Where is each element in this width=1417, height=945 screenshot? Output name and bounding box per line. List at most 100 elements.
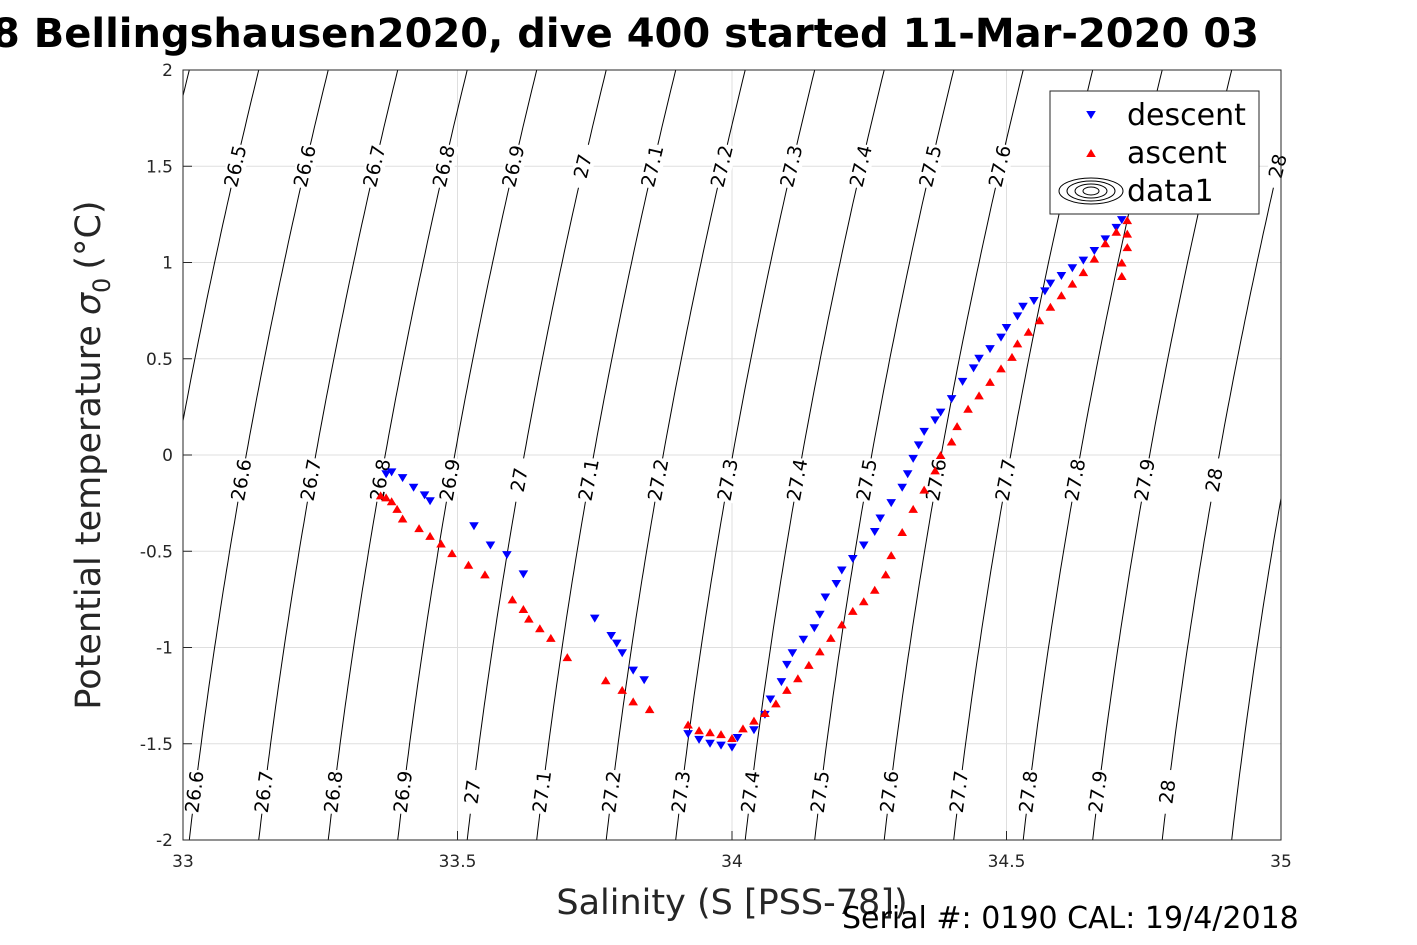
descent-point [617,649,627,658]
descent-point [902,470,913,479]
x-ticks: 33 33.5 34 34.5 35 [172,831,1292,872]
ascent-point [392,504,402,513]
contour-label-bg [1085,768,1112,815]
descent-point [847,554,858,563]
ascent-point [375,491,386,500]
contour-label: 28 [1265,152,1292,181]
descent-point [683,730,693,739]
descent-point [628,666,638,675]
contour-label-bg [1061,456,1090,504]
descent-point [1078,256,1089,265]
descent-point [809,624,820,633]
data-points [375,204,1133,752]
ascent-point [414,524,424,533]
ascent-point [1111,227,1122,236]
contour-label-bg [575,456,604,504]
ascent-point [600,676,611,685]
ascent-point [1116,271,1127,280]
ascent-point [880,570,891,579]
ascent-point [1056,291,1067,300]
ascent-point [963,404,973,413]
ascent-point [518,605,529,613]
y-tick-label: 0 [162,446,173,466]
ascent-point [463,560,474,569]
contour-label-bg [877,768,903,815]
ascent-point [1089,254,1100,263]
contour-label-bg [946,768,973,815]
descent-point [782,660,792,669]
contour-label-bg [529,768,556,815]
contour-label-bg [992,456,1021,504]
isopycnal-line [1231,495,1281,840]
y-axis-symbol: σ [69,291,109,315]
contour-label-bg [638,142,668,190]
descent-point [485,541,496,550]
contour-label: 26.8 [320,769,347,814]
contour-label-bg [221,142,251,190]
ascent-point [935,451,946,459]
descent-point [611,639,622,648]
contour-label-bg [668,768,695,815]
ascent-point [1067,279,1078,288]
contour-label-bg [360,142,390,190]
descent-point [1001,323,1012,332]
y-tick-label: 2 [162,61,173,81]
descent-point [694,735,704,744]
descent-point [419,491,430,500]
contour-label-bg [366,456,395,504]
legend-contour-icon [1066,180,1116,202]
ascent-point [386,497,397,506]
descent-point [913,441,924,450]
ascent-point [1116,258,1127,267]
ascent-point [1034,316,1045,325]
descent-point [502,551,512,560]
x-tick-label: 34 [721,852,743,872]
y-tick-label: 1.5 [146,157,173,177]
ascent-point [826,633,836,642]
contour-label-bg [644,456,673,504]
contour-label: 27.6 [876,769,903,814]
contour-label-bg [714,456,743,504]
descent-point [408,483,419,492]
contour-label: 27.7 [946,769,973,814]
descent-point [831,579,842,588]
ascent-point [897,528,907,536]
ascent-point [847,606,858,615]
descent-point [727,743,737,752]
contour-label-bg [1263,142,1294,190]
descent-point [897,483,907,492]
descent-point [425,497,435,506]
descent-point [397,474,408,483]
contour-label-bg [297,456,326,504]
descent-point [518,570,529,579]
ascent-point [644,705,655,714]
ascent-point [546,633,556,642]
descent-point [858,541,869,550]
ascent-point [858,597,869,606]
contour-label: 26.9 [390,769,417,814]
ascent-point [507,595,518,604]
serial-footer: Serial #: 0190 CAL: 19/4/2018 [842,901,1299,936]
descent-point [815,610,825,619]
ascent-point [771,699,781,708]
y-tick-label: -0.5 [140,542,173,562]
ascent-point [793,674,803,683]
legend-marker-ascent [1086,149,1096,157]
descent-point [1056,271,1067,280]
descent-point [957,377,968,386]
x-tick-label: 34.5 [988,852,1026,872]
contour-label-bg [182,768,208,815]
ascent-point [425,531,435,540]
contour-label-bg [1200,456,1229,504]
descent-point [716,741,726,750]
descent-point [732,733,743,742]
contour-label: 26.6 [181,769,208,814]
descent-point [946,395,957,404]
contour-label: 27.2 [598,770,625,815]
descent-point [469,522,479,531]
ascent-point [952,422,962,431]
contour-label-bg [321,768,347,815]
contour-label: 28 [1202,466,1228,494]
ascent-point [683,720,693,729]
contour-label-bg [436,456,465,504]
